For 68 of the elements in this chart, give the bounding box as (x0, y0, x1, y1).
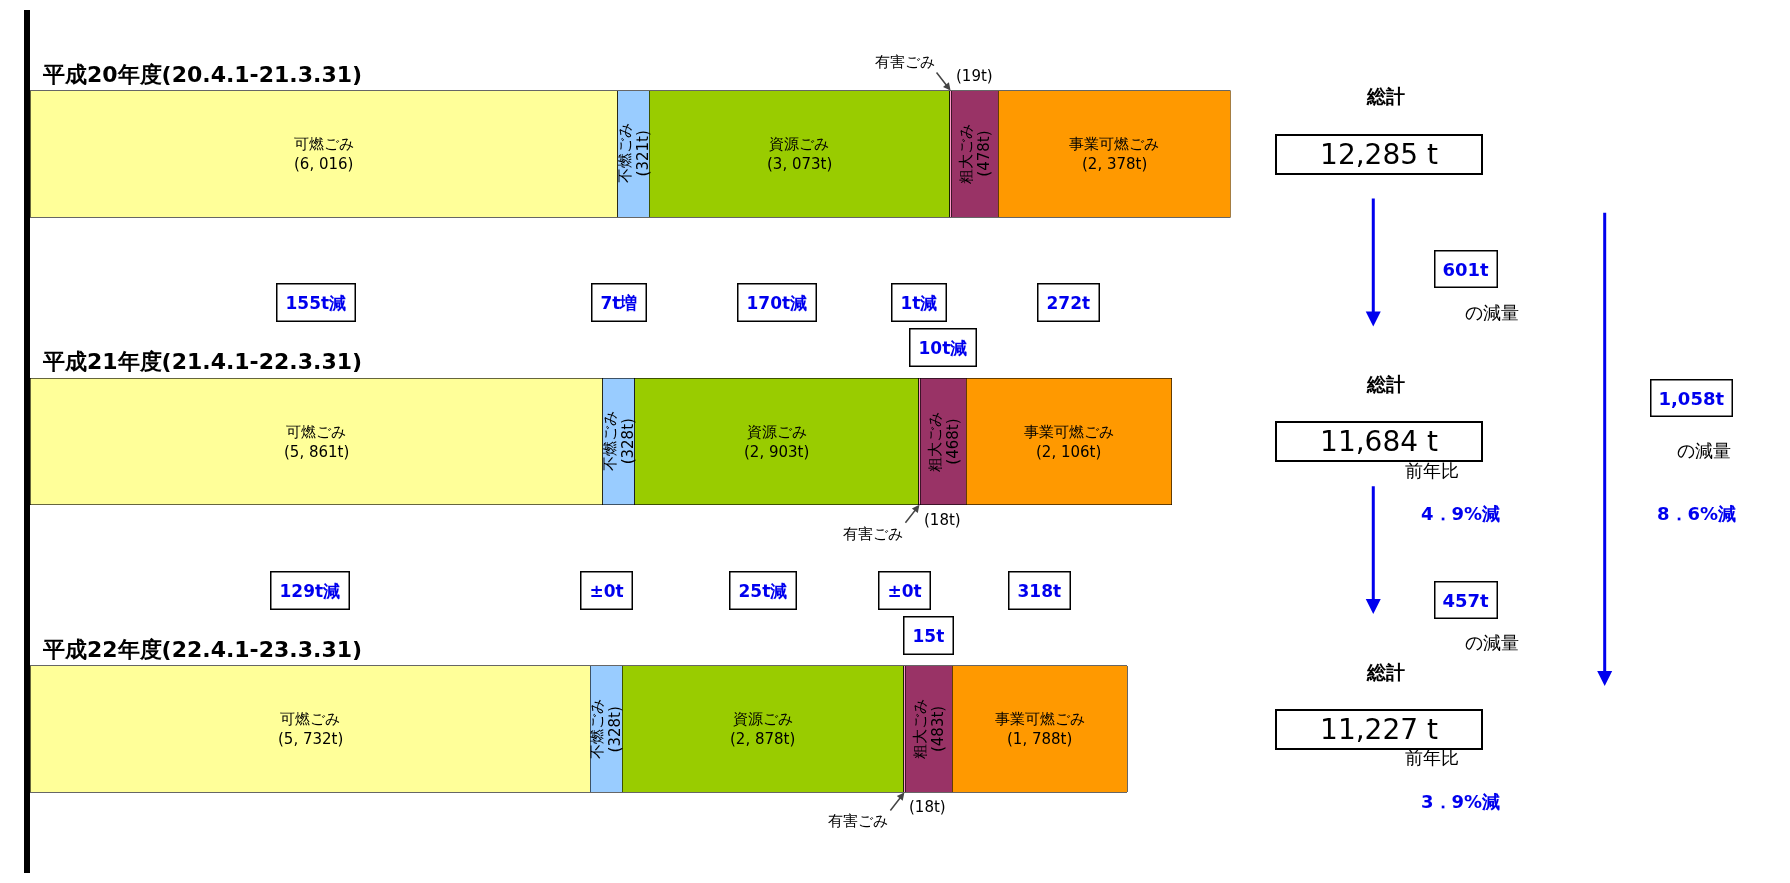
y-tick-label: 平成21年度(21.4.1-22.3.31) (42, 349, 363, 374)
annotation: 25t減 (738, 580, 788, 601)
text: 事業可燃ごみ (1024, 423, 1114, 441)
text: 1,058t (1658, 387, 1725, 409)
text: の減量 (1465, 632, 1519, 653)
data-label: (478t) (975, 130, 994, 177)
text: 総計 (1366, 661, 1405, 683)
annotation: 7t増 (600, 292, 638, 313)
y-tick-label: 平成22年度(22.4.1-23.3.31) (42, 637, 363, 662)
text: の減量 (1465, 302, 1519, 323)
annotation: 170t減 (746, 292, 808, 313)
text: 可燃ごみ (294, 135, 354, 153)
y-tick-label: 平成20年度(20.4.1-21.3.31) (42, 62, 363, 87)
text: 資源ごみ (747, 423, 807, 441)
data-label: (19t) (956, 67, 993, 85)
data-label: (6, 016) (294, 155, 354, 173)
text: 前年比 (1405, 747, 1459, 768)
text: 総計 (1366, 373, 1405, 395)
text: 8．6%減 (1657, 503, 1737, 524)
text: の減量 (1677, 440, 1731, 461)
annotation: 10t減 (918, 337, 968, 358)
text: 前年比 (1405, 460, 1459, 481)
data-label: (5, 732t) (278, 730, 344, 748)
text: 3．9%減 (1421, 791, 1501, 812)
text: 資源ごみ (769, 135, 829, 153)
text: 事業可燃ごみ (1069, 135, 1159, 153)
text: 有害ごみ (828, 812, 888, 830)
data-label: (2, 378t) (1082, 155, 1148, 173)
series-label: 有害ごみ (875, 53, 935, 71)
annotation: 155t減 (285, 292, 347, 313)
annotation: 272t (1046, 292, 1091, 313)
text: 11,227 t (1320, 713, 1438, 746)
series-label: 不燃ごみ (601, 411, 620, 472)
data-label: (328t) (619, 418, 638, 465)
series-label: 事業可燃ごみ (995, 710, 1085, 728)
data-label: (18t) (909, 798, 946, 816)
data-label: (3, 073t) (767, 155, 833, 173)
series-label: 可燃ごみ (280, 710, 340, 728)
text: 不燃ごみ (588, 699, 607, 760)
text: 粗大ごみ (910, 699, 929, 760)
data-label: (468t) (943, 418, 962, 465)
annotation: 129t減 (279, 580, 341, 601)
data-label: (2, 903t) (744, 443, 810, 461)
annotation: 1t減 (900, 292, 938, 313)
text: 総計 (1366, 85, 1405, 107)
series-label: 粗大ごみ (925, 411, 944, 472)
data-label: (321t) (633, 130, 652, 177)
text: 4．9%減 (1421, 503, 1501, 524)
data-label: (328t) (606, 706, 625, 753)
text: 12,285 t (1320, 138, 1438, 171)
annotation: ±0t (887, 580, 922, 601)
data-label: (5, 861t) (284, 443, 350, 461)
text: 粗大ごみ (957, 123, 976, 184)
data-label: (483t) (928, 705, 947, 753)
series-label: 資源ごみ (733, 710, 793, 728)
data-label: (1, 788t) (1007, 730, 1073, 748)
text: 457t (1442, 589, 1490, 611)
annotation: 15t (912, 625, 945, 646)
text: 11,684 t (1320, 425, 1438, 458)
text: 可燃ごみ (286, 423, 346, 441)
text: 不燃ごみ (615, 123, 634, 184)
data-label: (2, 878t) (730, 730, 796, 748)
annotation: ±0t (589, 580, 624, 601)
text: 601t (1442, 258, 1490, 280)
data-label: (18t) (924, 511, 961, 529)
data-label: (2, 106t) (1036, 443, 1102, 461)
text: 有害ごみ (843, 525, 903, 543)
annotation: 318t (1017, 580, 1062, 601)
